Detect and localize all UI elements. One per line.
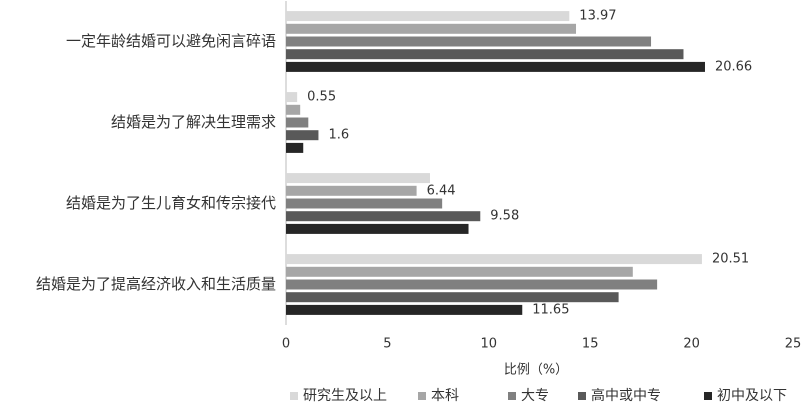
data-label: 1.6 bbox=[328, 128, 349, 143]
x-tick-label: 5 bbox=[383, 337, 391, 352]
bar bbox=[286, 11, 570, 22]
legend-swatch bbox=[508, 392, 516, 400]
bar bbox=[286, 49, 684, 60]
legend-label: 本科 bbox=[431, 388, 459, 404]
data-label: 20.51 bbox=[712, 252, 749, 267]
category-label: 结婚是为了提高经济收入和生活质量 bbox=[36, 275, 276, 293]
bar bbox=[286, 92, 298, 103]
x-tick-label: 15 bbox=[582, 337, 599, 352]
category-label: 结婚是为了生儿育女和传宗接代 bbox=[66, 194, 276, 212]
bar bbox=[286, 36, 652, 47]
data-label: 20.66 bbox=[715, 59, 752, 74]
data-label: 13.97 bbox=[579, 9, 616, 24]
legend-swatch bbox=[418, 392, 426, 400]
bar bbox=[286, 266, 633, 277]
bar bbox=[286, 211, 481, 222]
legend-label: 初中及以下 bbox=[717, 387, 787, 404]
legend-swatch bbox=[704, 392, 712, 400]
bar bbox=[286, 23, 577, 34]
legend-swatch bbox=[290, 392, 298, 400]
bar bbox=[286, 130, 319, 141]
legend-label: 高中或中专 bbox=[591, 387, 661, 404]
data-label: 6.44 bbox=[427, 183, 456, 198]
bar bbox=[286, 254, 702, 265]
x-axis-label: 比例（%） bbox=[504, 363, 568, 378]
bar bbox=[286, 104, 301, 115]
legend-label: 研究生及以上 bbox=[303, 388, 387, 404]
bar bbox=[286, 142, 304, 153]
bar bbox=[286, 117, 309, 128]
category-label: 结婚是为了解决生理需求 bbox=[111, 113, 276, 131]
bar bbox=[286, 61, 705, 72]
x-tick-label: 0 bbox=[282, 337, 290, 352]
bar bbox=[286, 223, 469, 234]
x-tick-label: 20 bbox=[683, 337, 700, 352]
bar bbox=[286, 292, 619, 303]
category-label: 一定年龄结婚可以避免闲言碎语 bbox=[66, 32, 276, 50]
bar bbox=[286, 279, 658, 290]
bar bbox=[286, 198, 443, 209]
bar bbox=[286, 185, 417, 196]
data-label: 11.65 bbox=[532, 302, 569, 317]
legend-label: 大专 bbox=[521, 388, 549, 404]
bar bbox=[286, 173, 430, 184]
data-label: 0.55 bbox=[307, 90, 336, 105]
legend-swatch bbox=[578, 392, 586, 400]
x-tick-label: 25 bbox=[785, 337, 802, 352]
bar bbox=[286, 304, 523, 315]
x-tick-label: 10 bbox=[481, 337, 498, 352]
data-label: 9.58 bbox=[490, 209, 519, 224]
